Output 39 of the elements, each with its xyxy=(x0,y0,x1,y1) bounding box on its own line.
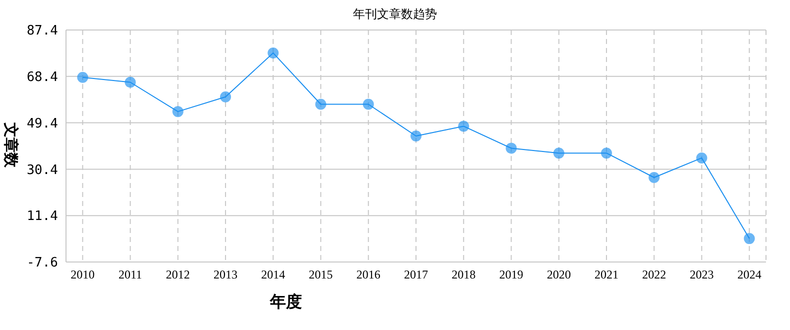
point xyxy=(648,172,660,184)
x-tick-label: 2017 xyxy=(404,268,428,282)
point xyxy=(77,72,88,83)
y-tick-label: 49.4 xyxy=(26,116,58,132)
y-tick-label: 30.4 xyxy=(26,162,58,178)
x-tick-label: 2023 xyxy=(690,268,714,282)
x-tick-label: 2019 xyxy=(499,268,524,282)
x-axis-title: 年度 xyxy=(270,292,302,313)
point xyxy=(506,142,517,154)
x-tick-label: 2018 xyxy=(452,268,476,282)
point xyxy=(124,76,136,88)
x-tick-label: 2013 xyxy=(214,268,238,282)
point xyxy=(315,98,326,110)
x-tick-label: 2015 xyxy=(308,268,333,282)
point xyxy=(600,148,612,159)
x-tick-label: 2014 xyxy=(261,268,286,282)
y-tick-label: 87.4 xyxy=(26,24,58,39)
x-tick-label: 2020 xyxy=(546,268,571,282)
chart-title: 年刊文章数趋势 xyxy=(352,6,438,23)
y-tick-label: -7.6 xyxy=(26,256,58,271)
point xyxy=(458,120,470,132)
point xyxy=(553,148,564,159)
point xyxy=(744,233,755,244)
y-tick-label: 68.4 xyxy=(26,70,58,86)
y-axis-title: 文章数 xyxy=(1,122,19,170)
point xyxy=(172,106,184,118)
point xyxy=(220,91,232,102)
point xyxy=(362,98,374,110)
y-tick-label: 11.4 xyxy=(26,209,58,224)
x-tick-label: 2024 xyxy=(737,268,762,282)
x-tick-label: 2011 xyxy=(118,268,142,282)
x-tick-label: 2010 xyxy=(70,268,95,282)
x-tick-label: 2021 xyxy=(594,268,618,282)
x-tick-label: 2016 xyxy=(356,268,380,282)
x-tick-label: 2022 xyxy=(642,268,666,282)
point xyxy=(696,152,708,164)
point xyxy=(268,47,279,58)
x-tick-label: 2012 xyxy=(166,268,190,282)
point xyxy=(410,130,422,142)
